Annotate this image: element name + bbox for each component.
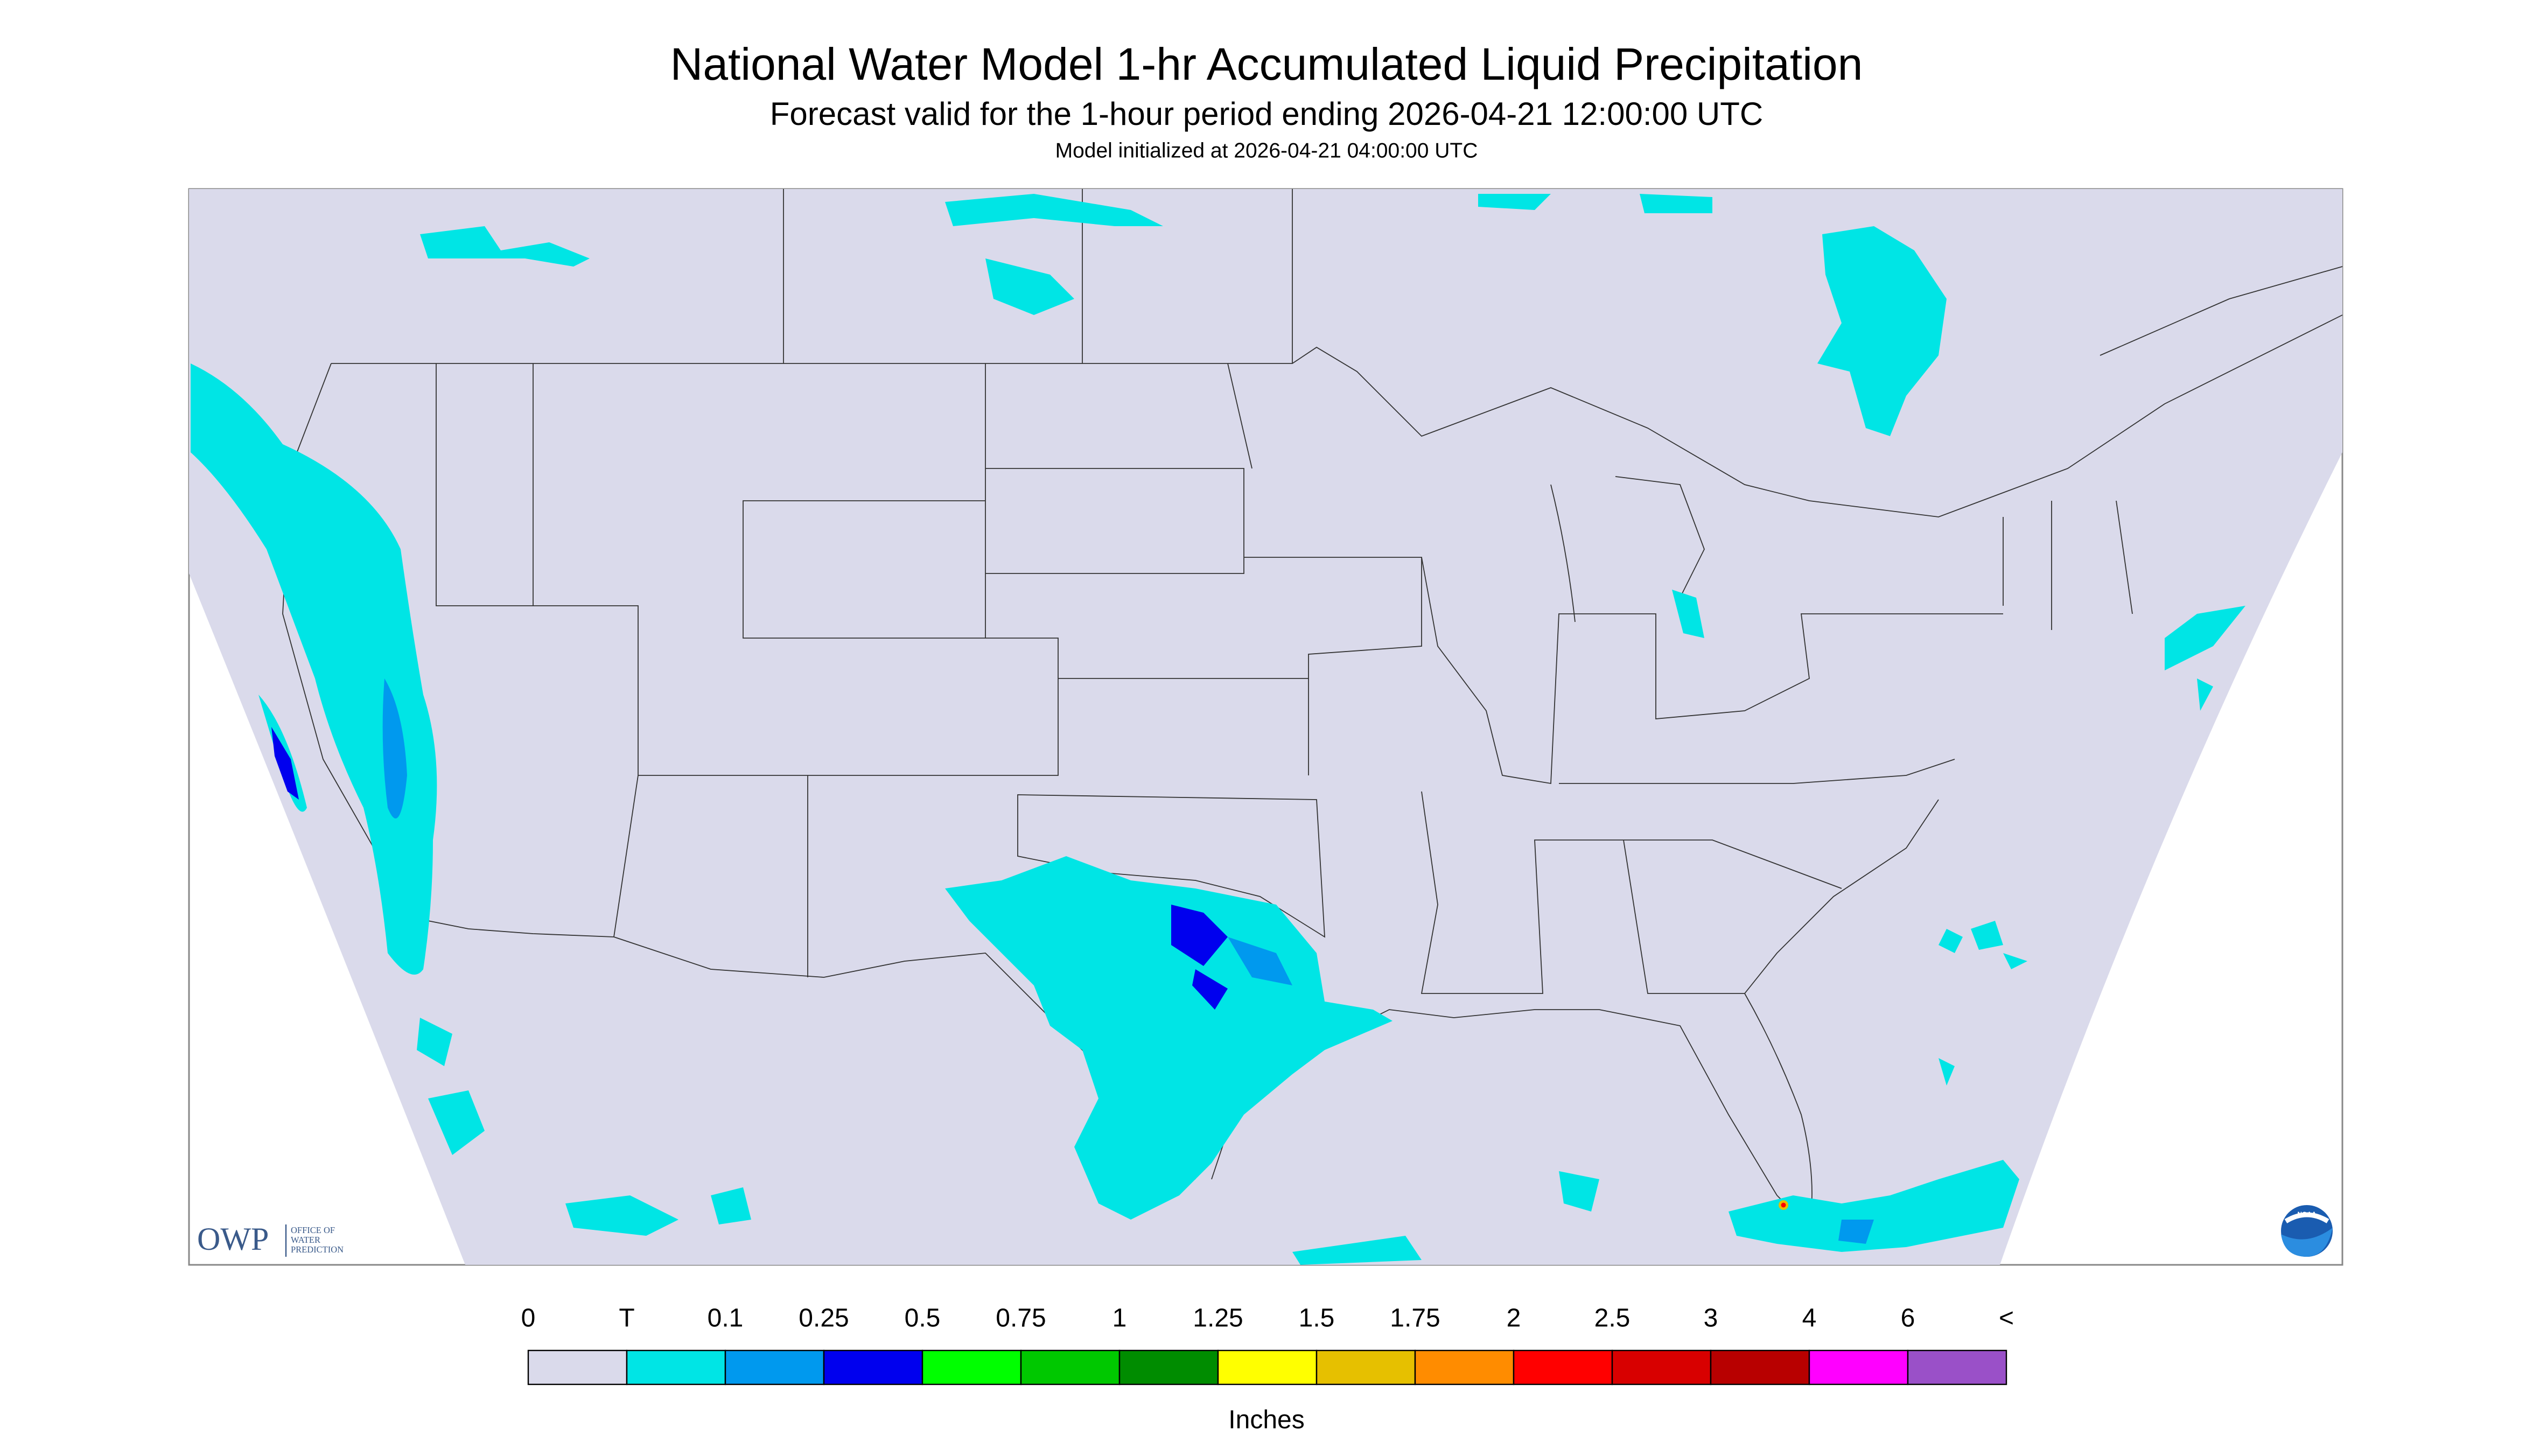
legend-swatch [1020,1349,1121,1385]
legend: 0 T 0.1 0.25 0.5 0.75 1 1.25 1.5 1.75 2 2.5 3 4 6 < [521,1304,2014,1385]
legend-label: < [1999,1304,2014,1333]
legend-label: 3 [1704,1304,1718,1333]
precipitation [191,194,2245,1265]
legend-label: 0.25 [799,1304,849,1333]
legend-swatch [724,1349,825,1385]
legend-swatch [1710,1349,1810,1385]
legend-label: 1.5 [1299,1304,1335,1333]
legend-swatch [1611,1349,1712,1385]
legend-swatch [1907,1349,2007,1385]
owp-mark: OWP [197,1221,269,1257]
legend-swatch [1414,1349,1515,1385]
legend-unit: Inches [1228,1406,1304,1434]
noaa-logo: NOAA [2281,1205,2333,1257]
owp-text: WATER [291,1235,320,1245]
owp-text: PREDICTION [291,1244,344,1255]
legend-label: 4 [1802,1304,1817,1333]
owp-logo: OWP OFFICE OF WATER PREDICTION [197,1221,344,1257]
noaa-bird [2284,1212,2329,1223]
model-domain [189,189,2342,1265]
legend-label: T [619,1304,634,1333]
legend-swatch [527,1349,628,1385]
boundaries [282,189,2343,1229]
legend-label: 2 [1507,1304,1521,1333]
legend-swatch [626,1349,726,1385]
noaa-text: NOAA [2297,1210,2317,1218]
legend-label: 0.5 [905,1304,941,1333]
legend-label: 0.75 [996,1304,1046,1333]
legend-label: 1.75 [1390,1304,1440,1333]
legend-swatch [1217,1349,1318,1385]
legend-label: 6 [1901,1304,1915,1333]
noaa-wave [2281,1228,2333,1257]
legend-label: 0.1 [708,1304,744,1333]
legend-swatch [1513,1349,1613,1385]
legend-label: 1.25 [1193,1304,1243,1333]
owp-text: OFFICE OF [291,1225,335,1235]
legend-swatch [1118,1349,1219,1385]
legend-label: 2.5 [1594,1304,1631,1333]
legend-swatch [823,1349,923,1385]
legend-swatch [921,1349,1022,1385]
legend-swatch [1316,1349,1416,1385]
legend-label: 0 [521,1304,536,1333]
legend-swatch [1808,1349,1909,1385]
map: OWP OFFICE OF WATER PREDICTION NOAA [188,188,2343,1266]
title: National Water Model 1-hr Accumulated Li… [670,39,1863,89]
legend-label: 1 [1112,1304,1127,1333]
subtitle: Forecast valid for the 1-hour period end… [770,96,1763,132]
init-time: Model initialized at 2026-04-21 04:00:00… [1055,139,1478,162]
